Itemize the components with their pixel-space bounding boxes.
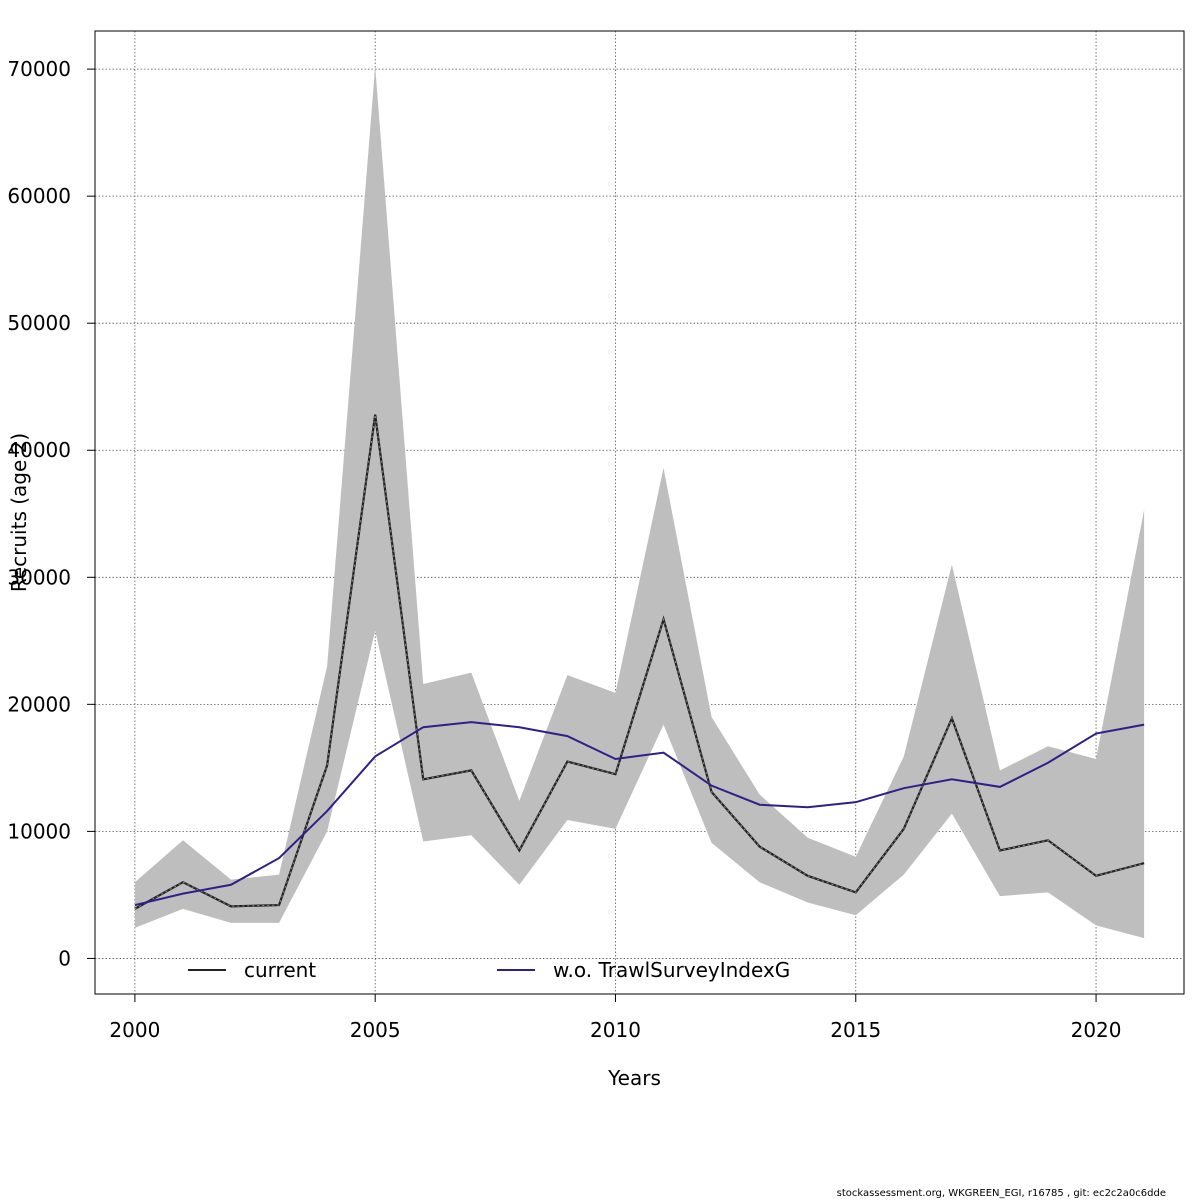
- legend: current w.o. TrawlSurveyIndexG: [188, 958, 790, 982]
- y-tick-label: 50000: [7, 311, 71, 335]
- y-tick-label: 20000: [7, 692, 71, 716]
- confidence-band-layer: [134, 66, 1145, 939]
- x-axis: 2000 2005 2010 2015 2020: [109, 994, 1122, 1042]
- series-line-w-o-trawlsurveyindexg: [134, 721, 1145, 907]
- x-tick-label: 2010: [590, 1018, 641, 1042]
- footer-credit: stockassessment.org, WKGREEN_EGI, r16785…: [836, 1188, 1166, 1199]
- x-tick-label: 2020: [1071, 1018, 1122, 1042]
- y-tick-label: 10000: [7, 819, 71, 843]
- y-axis: 0 10000 20000 30000 40000 50000 60000 70000: [7, 57, 95, 970]
- x-tick-label: 2005: [350, 1018, 401, 1042]
- series-layer: [134, 414, 1145, 910]
- y-tick-label: 0: [58, 946, 71, 970]
- plot-frame: [94, 30, 1185, 995]
- x-tick-label: 2015: [830, 1018, 881, 1042]
- legend-label-1: w.o. TrawlSurveyIndexG: [553, 958, 790, 982]
- y-tick-label: 70000: [7, 57, 71, 81]
- legend-label-0: current: [244, 958, 316, 982]
- x-axis-title: Years: [607, 1066, 661, 1090]
- confidence-band: [134, 66, 1145, 939]
- y-tick-label: 40000: [7, 438, 71, 462]
- y-axis-title: Recruits (age 2): [7, 433, 31, 592]
- y-tick-label: 30000: [7, 565, 71, 589]
- y-tick-label: 60000: [7, 184, 71, 208]
- x-tick-label: 2000: [109, 1018, 160, 1042]
